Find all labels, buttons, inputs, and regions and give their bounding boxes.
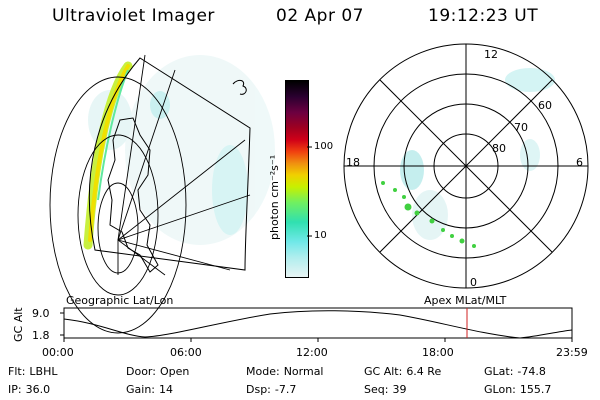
altitude-curve	[64, 311, 572, 338]
status-gain: Gain: 14	[126, 383, 173, 396]
status-ip: IP: 36.0	[8, 383, 50, 396]
altitude-ytick-high: 9.0	[32, 307, 50, 320]
status-mode: Mode: Normal	[246, 365, 324, 378]
xtick-0000: 00:00	[42, 346, 74, 359]
xtick-2359: 23:59	[556, 346, 588, 359]
altitude-plot-frame	[64, 308, 572, 338]
xtick-1800: 18:00	[422, 346, 454, 359]
status-glon: GLon: 155.7	[484, 383, 551, 396]
xtick-1200: 12:00	[296, 346, 328, 359]
status-dsp: Dsp: -7.7	[246, 383, 296, 396]
altitude-ytick-low: 1.8	[32, 329, 50, 342]
altitude-ylabel: GC Alt	[12, 307, 25, 342]
status-gc-alt: GC Alt: 6.4 Re	[364, 365, 441, 378]
status-seq: Seq: 39	[364, 383, 406, 396]
status-glat: GLat: -74.8	[484, 365, 546, 378]
status-door: Door: Open	[126, 365, 189, 378]
status-flt: Flt: LBHL	[8, 365, 57, 378]
xtick-0600: 06:00	[170, 346, 202, 359]
